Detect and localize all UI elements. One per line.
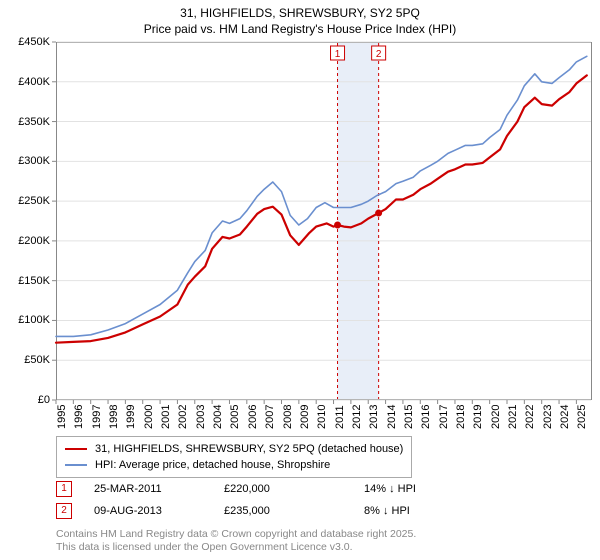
x-tick-label: 2009	[299, 415, 311, 429]
x-tick-label: 2004	[212, 415, 224, 429]
x-tick-label: 2017	[438, 415, 450, 429]
x-tick-label: 2023	[542, 415, 554, 429]
x-tick-label: 1999	[125, 415, 137, 429]
y-tick-label: £200K	[0, 235, 50, 247]
x-tick-label: 2003	[195, 415, 207, 429]
sale-event-delta: 14% ↓ HPI	[364, 483, 484, 495]
legend-swatch	[65, 448, 87, 450]
attribution: Contains HM Land Registry data © Crown c…	[56, 528, 416, 554]
x-tick-label: 2013	[368, 415, 380, 429]
x-tick-label: 2012	[351, 415, 363, 429]
x-tick-label: 2011	[334, 415, 346, 429]
x-tick-label: 1995	[56, 415, 68, 429]
legend-label: 31, HIGHFIELDS, SHREWSBURY, SY2 5PQ (det…	[95, 443, 403, 455]
svg-text:2: 2	[376, 49, 382, 60]
y-tick-label: £100K	[0, 314, 50, 326]
attribution-line1: Contains HM Land Registry data © Crown c…	[56, 528, 416, 541]
sale-event-price: £220,000	[224, 483, 364, 495]
sale-event-row: 1 25-MAR-2011£220,00014% ↓ HPI	[56, 478, 484, 500]
legend: 31, HIGHFIELDS, SHREWSBURY, SY2 5PQ (det…	[56, 436, 412, 478]
x-tick-label: 1998	[108, 415, 120, 429]
y-tick-label: £350K	[0, 116, 50, 128]
y-tick-label: £450K	[0, 36, 50, 48]
x-tick-label: 2007	[264, 415, 276, 429]
x-tick-label: 2018	[455, 415, 467, 429]
x-tick-label: 2005	[229, 415, 241, 429]
y-tick-label: £0	[0, 394, 50, 406]
sale-event-row: 2 09-AUG-2013£235,0008% ↓ HPI	[56, 500, 484, 522]
x-tick-label: 2014	[386, 415, 398, 429]
legend-swatch	[65, 464, 87, 466]
x-tick-label: 2010	[316, 415, 328, 429]
sale-event-price: £235,000	[224, 505, 364, 517]
sale-event-date: 09-AUG-2013	[94, 505, 224, 517]
sale-event-date: 25-MAR-2011	[94, 483, 224, 495]
x-tick-label: 2025	[576, 415, 588, 429]
x-tick-label: 2022	[524, 415, 536, 429]
y-tick-label: £150K	[0, 275, 50, 287]
legend-item: HPI: Average price, detached house, Shro…	[65, 457, 403, 473]
x-tick-label: 2002	[177, 415, 189, 429]
x-tick-label: 2001	[160, 415, 172, 429]
x-tick-label: 2024	[559, 415, 571, 429]
x-tick-label: 2008	[282, 415, 294, 429]
svg-text:1: 1	[335, 49, 341, 60]
legend-label: HPI: Average price, detached house, Shro…	[95, 459, 330, 471]
x-tick-label: 2000	[143, 415, 155, 429]
sale-events-table: 1 25-MAR-2011£220,00014% ↓ HPI 2 09-AUG-201…	[56, 478, 484, 522]
sale-event-marker: 1	[56, 481, 72, 497]
x-tick-label: 1996	[73, 415, 85, 429]
x-tick-label: 2016	[420, 415, 432, 429]
sale-event-marker: 2	[56, 503, 72, 519]
x-tick-label: 2020	[490, 415, 502, 429]
sale-event-delta: 8% ↓ HPI	[364, 505, 484, 517]
x-tick-label: 2015	[403, 415, 415, 429]
x-tick-label: 2019	[472, 415, 484, 429]
legend-item: 31, HIGHFIELDS, SHREWSBURY, SY2 5PQ (det…	[65, 441, 403, 457]
y-tick-label: £400K	[0, 76, 50, 88]
x-tick-label: 1997	[91, 415, 103, 429]
x-tick-label: 2021	[507, 415, 519, 429]
y-tick-label: £50K	[0, 354, 50, 366]
y-tick-label: £250K	[0, 195, 50, 207]
x-tick-label: 2006	[247, 415, 259, 429]
attribution-line2: This data is licensed under the Open Gov…	[56, 541, 416, 554]
y-tick-label: £300K	[0, 155, 50, 167]
